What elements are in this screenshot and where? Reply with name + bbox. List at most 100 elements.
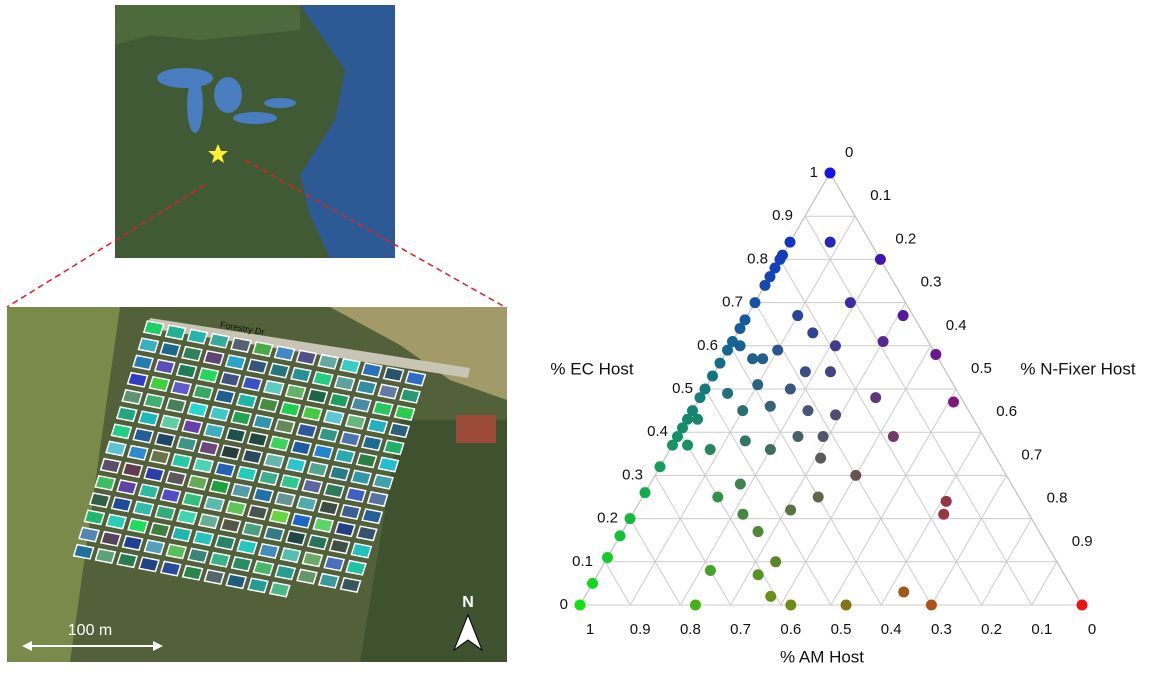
- data-point: [655, 461, 666, 472]
- data-point: [1077, 600, 1088, 611]
- plot: [270, 582, 290, 596]
- data-point: [722, 388, 733, 399]
- data-point: [785, 600, 796, 611]
- plot: [286, 385, 306, 399]
- plot: [122, 390, 142, 404]
- plot: [324, 483, 344, 497]
- map-lake: [157, 68, 213, 88]
- data-point: [765, 444, 776, 455]
- data-point: [948, 396, 959, 407]
- plot: [226, 355, 246, 369]
- plot: [367, 419, 387, 433]
- data-point: [602, 552, 613, 563]
- plot: [133, 428, 153, 442]
- plot: [258, 398, 278, 412]
- plot: [269, 363, 289, 377]
- plot: [297, 423, 317, 437]
- data-point: [841, 600, 852, 611]
- page: Forestry Dr 100 m N 00.10.20.30.40.50.60…: [0, 0, 1157, 672]
- plot: [166, 471, 186, 485]
- data-point: [802, 405, 813, 416]
- plot: [231, 338, 251, 352]
- data-point: [825, 168, 836, 179]
- am-tick-label: 1: [586, 621, 594, 638]
- plot: [313, 372, 333, 386]
- plot: [177, 510, 197, 524]
- data-point: [625, 513, 636, 524]
- plot: [270, 509, 290, 523]
- plot: [297, 569, 317, 583]
- plot: [221, 518, 241, 532]
- plot: [297, 496, 317, 510]
- data-point: [753, 526, 764, 537]
- map-lake: [187, 77, 203, 133]
- data-point: [785, 504, 796, 515]
- plot: [111, 424, 131, 438]
- plot: [395, 406, 415, 420]
- grid-line: [831, 389, 956, 605]
- plot: [242, 449, 262, 463]
- plot: [264, 454, 284, 468]
- plot: [281, 548, 301, 562]
- plot: [400, 389, 420, 403]
- plot: [166, 544, 186, 558]
- data-point: [845, 297, 856, 308]
- plot: [324, 410, 344, 424]
- plot: [318, 355, 338, 369]
- plot: [106, 514, 126, 528]
- plot: [405, 371, 425, 385]
- data-point: [640, 487, 651, 498]
- grid-line: [1032, 562, 1057, 605]
- axis-title: % AM Host: [780, 647, 864, 666]
- plot: [215, 462, 235, 476]
- plot: [253, 561, 273, 575]
- plot: [155, 506, 175, 520]
- plot: [286, 531, 306, 545]
- plot: [280, 475, 300, 489]
- plot: [313, 518, 333, 532]
- plot: [329, 393, 349, 407]
- plot: [340, 505, 360, 519]
- plot: [204, 351, 224, 365]
- plot: [204, 497, 224, 511]
- plot: [161, 561, 181, 575]
- ec-tick-label: 0: [560, 596, 568, 613]
- data-point: [707, 371, 718, 382]
- plot: [79, 527, 99, 541]
- data-point: [825, 237, 836, 248]
- plot: [335, 522, 355, 536]
- plot: [286, 458, 306, 472]
- axis-title: % EC Host: [550, 359, 633, 378]
- plot: [275, 346, 295, 360]
- data-point: [587, 578, 598, 589]
- plot: [171, 454, 191, 468]
- plot: [166, 325, 186, 339]
- ec-tick-label: 0.3: [622, 466, 643, 483]
- plot: [101, 532, 121, 546]
- plot: [253, 415, 273, 429]
- plot: [351, 543, 371, 557]
- plot: [384, 367, 404, 381]
- plot: [378, 384, 398, 398]
- plot: [351, 470, 371, 484]
- plot: [248, 432, 268, 446]
- data-point: [825, 366, 836, 377]
- plot: [330, 539, 350, 553]
- data-point: [695, 392, 706, 403]
- plot: [357, 453, 377, 467]
- aerial-building: [456, 415, 496, 443]
- data-point: [705, 565, 716, 576]
- data-point: [692, 414, 703, 425]
- plot: [74, 545, 94, 559]
- plot: [193, 531, 213, 545]
- plot: [182, 347, 202, 361]
- plot: [193, 458, 213, 472]
- data-point: [705, 444, 716, 455]
- ec-tick-label: 0.9: [772, 207, 793, 224]
- data-point: [941, 496, 952, 507]
- data-point: [737, 405, 748, 416]
- plot: [117, 407, 137, 421]
- data-point: [575, 600, 586, 611]
- data-point: [785, 384, 796, 395]
- plot: [356, 380, 376, 394]
